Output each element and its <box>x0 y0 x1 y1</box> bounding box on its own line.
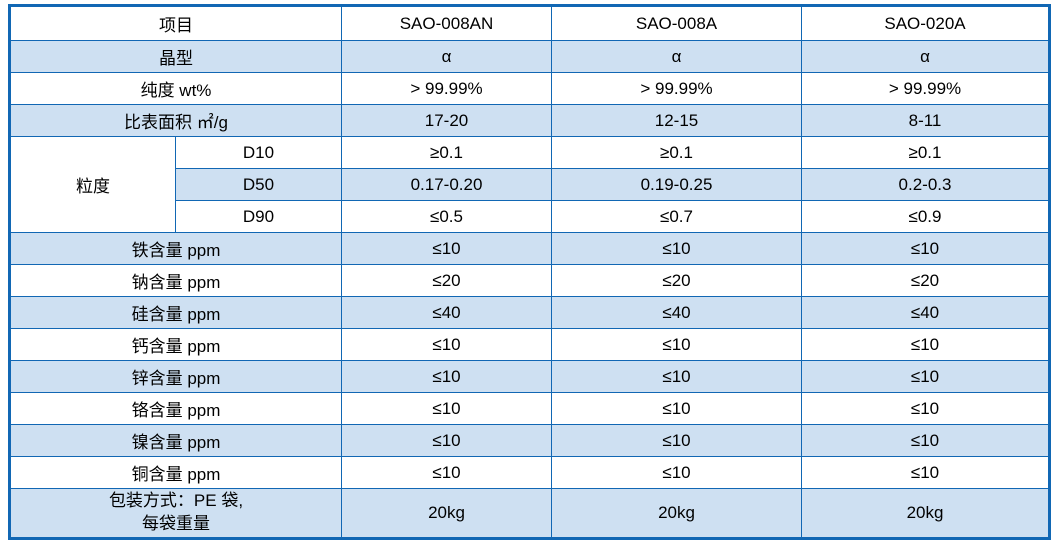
cell-value: > 99.99% <box>341 72 552 105</box>
cell-value: ≤10 <box>801 456 1050 489</box>
cell-value: ≤10 <box>801 328 1050 361</box>
cell-value: ≤40 <box>801 296 1050 329</box>
cell-value: 20kg <box>341 488 552 539</box>
cell-value: ≤10 <box>551 328 802 361</box>
cell-value: ≤0.7 <box>551 200 802 233</box>
cell-value: 0.2-0.3 <box>801 168 1050 201</box>
cell-value: 17-20 <box>341 104 552 137</box>
row-label: 比表面积 ㎡/g <box>9 104 342 137</box>
cell-value: 12-15 <box>551 104 802 137</box>
sub-row-label: D50 <box>175 168 342 201</box>
row-particle-d10: 粒度 D10 ≥0.1 ≥0.1 ≥0.1 <box>9 136 1050 233</box>
cell-value: ≤10 <box>341 456 552 489</box>
cell-value: ≤10 <box>801 392 1050 425</box>
cell-value: α <box>341 40 552 73</box>
row-chromium-content: 铬含量 ppm ≤10 ≤10 ≤10 <box>9 392 1050 425</box>
header-item-label: 项目 <box>9 5 342 41</box>
cell-value: ≥0.1 <box>341 136 552 169</box>
cell-value: α <box>551 40 802 73</box>
sub-row-label: D10 <box>175 136 342 169</box>
cell-value: 8-11 <box>801 104 1050 137</box>
cell-value: ≥0.1 <box>551 136 802 169</box>
row-nickel-content: 镍含量 ppm ≤10 ≤10 ≤10 <box>9 424 1050 457</box>
cell-value: > 99.99% <box>801 72 1050 105</box>
row-packaging: 包装方式：PE 袋, 每袋重量 20kg 20kg 20kg <box>9 488 1050 539</box>
sub-row-label: D90 <box>175 200 342 233</box>
cell-value: ≤10 <box>551 232 802 265</box>
cell-value: ≤10 <box>551 360 802 393</box>
cell-value: ≤20 <box>341 264 552 297</box>
cell-value: ≤10 <box>551 456 802 489</box>
cell-value: α <box>801 40 1050 73</box>
cell-value: ≤0.9 <box>801 200 1050 233</box>
cell-value: ≤20 <box>551 264 802 297</box>
row-label: 晶型 <box>9 40 342 73</box>
cell-value: ≤10 <box>801 232 1050 265</box>
product-spec-table: 项目 SAO-008AN SAO-008A SAO-020A 晶型 α α α … <box>8 4 1051 540</box>
row-silicon-content: 硅含量 ppm ≤40 ≤40 ≤40 <box>9 296 1050 329</box>
cell-value: ≤10 <box>801 360 1050 393</box>
cell-value: 0.17-0.20 <box>341 168 552 201</box>
row-label: 铁含量 ppm <box>9 232 342 265</box>
header-row: 项目 SAO-008AN SAO-008A SAO-020A <box>9 5 1050 41</box>
row-surface-area: 比表面积 ㎡/g 17-20 12-15 8-11 <box>9 104 1050 137</box>
row-label: 镍含量 ppm <box>9 424 342 457</box>
cell-value: ≥0.1 <box>801 136 1050 169</box>
packaging-label: 包装方式：PE 袋, 每袋重量 <box>9 488 342 539</box>
cell-value: ≤10 <box>341 232 552 265</box>
cell-value: ≤10 <box>801 424 1050 457</box>
row-label: 铬含量 ppm <box>9 392 342 425</box>
cell-value: ≤0.5 <box>341 200 552 233</box>
cell-value: ≤40 <box>341 296 552 329</box>
row-particle-d90: D90 ≤0.5 ≤0.7 ≤0.9 <box>10 200 1050 233</box>
packaging-label-line1: 包装方式：PE 袋, <box>108 491 244 511</box>
cell-value: ≤10 <box>551 392 802 425</box>
row-label: 纯度 wt% <box>9 72 342 105</box>
row-sodium-content: 钠含量 ppm ≤20 ≤20 ≤20 <box>9 264 1050 297</box>
cell-value: ≤20 <box>801 264 1050 297</box>
cell-value: 20kg <box>801 488 1050 539</box>
row-purity: 纯度 wt% > 99.99% > 99.99% > 99.99% <box>9 72 1050 105</box>
cell-value: ≤40 <box>551 296 802 329</box>
row-label: 铜含量 ppm <box>9 456 342 489</box>
row-copper-content: 铜含量 ppm ≤10 ≤10 ≤10 <box>9 456 1050 489</box>
row-label: 硅含量 ppm <box>9 296 342 329</box>
header-product-1: SAO-008AN <box>341 5 552 41</box>
header-product-3: SAO-020A <box>801 5 1050 41</box>
cell-value: > 99.99% <box>551 72 802 105</box>
row-label: 钙含量 ppm <box>9 328 342 361</box>
row-calcium-content: 钙含量 ppm ≤10 ≤10 ≤10 <box>9 328 1050 361</box>
cell-value: ≤10 <box>551 424 802 457</box>
cell-value: 0.19-0.25 <box>551 168 802 201</box>
row-particle-d50: D50 0.17-0.20 0.19-0.25 0.2-0.3 <box>10 168 1050 201</box>
header-product-2: SAO-008A <box>551 5 802 41</box>
row-iron-content: 铁含量 ppm ≤10 ≤10 ≤10 <box>9 232 1050 265</box>
cell-value: ≤10 <box>341 392 552 425</box>
packaging-label-line2: 每袋重量 <box>142 514 210 533</box>
particle-size-group-label: 粒度 <box>9 136 176 233</box>
row-label: 锌含量 ppm <box>9 360 342 393</box>
row-zinc-content: 锌含量 ppm ≤10 ≤10 ≤10 <box>9 360 1050 393</box>
row-crystal-form: 晶型 α α α <box>9 40 1050 73</box>
cell-value: ≤10 <box>341 424 552 457</box>
row-label: 钠含量 ppm <box>9 264 342 297</box>
cell-value: 20kg <box>551 488 802 539</box>
cell-value: ≤10 <box>341 360 552 393</box>
cell-value: ≤10 <box>341 328 552 361</box>
